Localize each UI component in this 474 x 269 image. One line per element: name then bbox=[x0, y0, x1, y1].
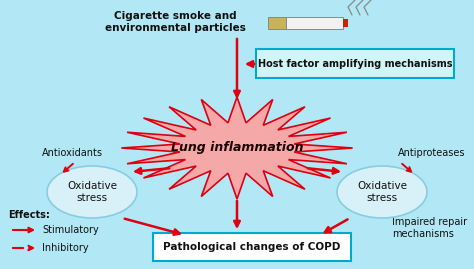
Bar bbox=[343, 19, 348, 27]
Text: Effects:: Effects: bbox=[8, 210, 50, 220]
Text: Antiproteases: Antiproteases bbox=[398, 148, 465, 158]
FancyBboxPatch shape bbox=[256, 49, 454, 78]
Polygon shape bbox=[121, 97, 353, 199]
Text: Antioxidants: Antioxidants bbox=[42, 148, 103, 158]
Ellipse shape bbox=[337, 166, 427, 218]
Text: Oxidative
stress: Oxidative stress bbox=[67, 181, 117, 203]
Text: Pathological changes of COPD: Pathological changes of COPD bbox=[164, 242, 341, 252]
Text: Inhibitory: Inhibitory bbox=[42, 243, 89, 253]
Text: Lung inflammation: Lung inflammation bbox=[171, 141, 303, 154]
Bar bbox=[268, 17, 286, 29]
Text: Stimulatory: Stimulatory bbox=[42, 225, 99, 235]
FancyBboxPatch shape bbox=[153, 233, 351, 261]
Bar bbox=[286, 17, 343, 29]
Text: Impaired repair
mechanisms: Impaired repair mechanisms bbox=[392, 217, 467, 239]
Text: Cigarette smoke and
environmental particles: Cigarette smoke and environmental partic… bbox=[105, 11, 246, 33]
Ellipse shape bbox=[47, 166, 137, 218]
Text: Host factor amplifying mechanisms: Host factor amplifying mechanisms bbox=[258, 59, 452, 69]
Text: Oxidative
stress: Oxidative stress bbox=[357, 181, 407, 203]
